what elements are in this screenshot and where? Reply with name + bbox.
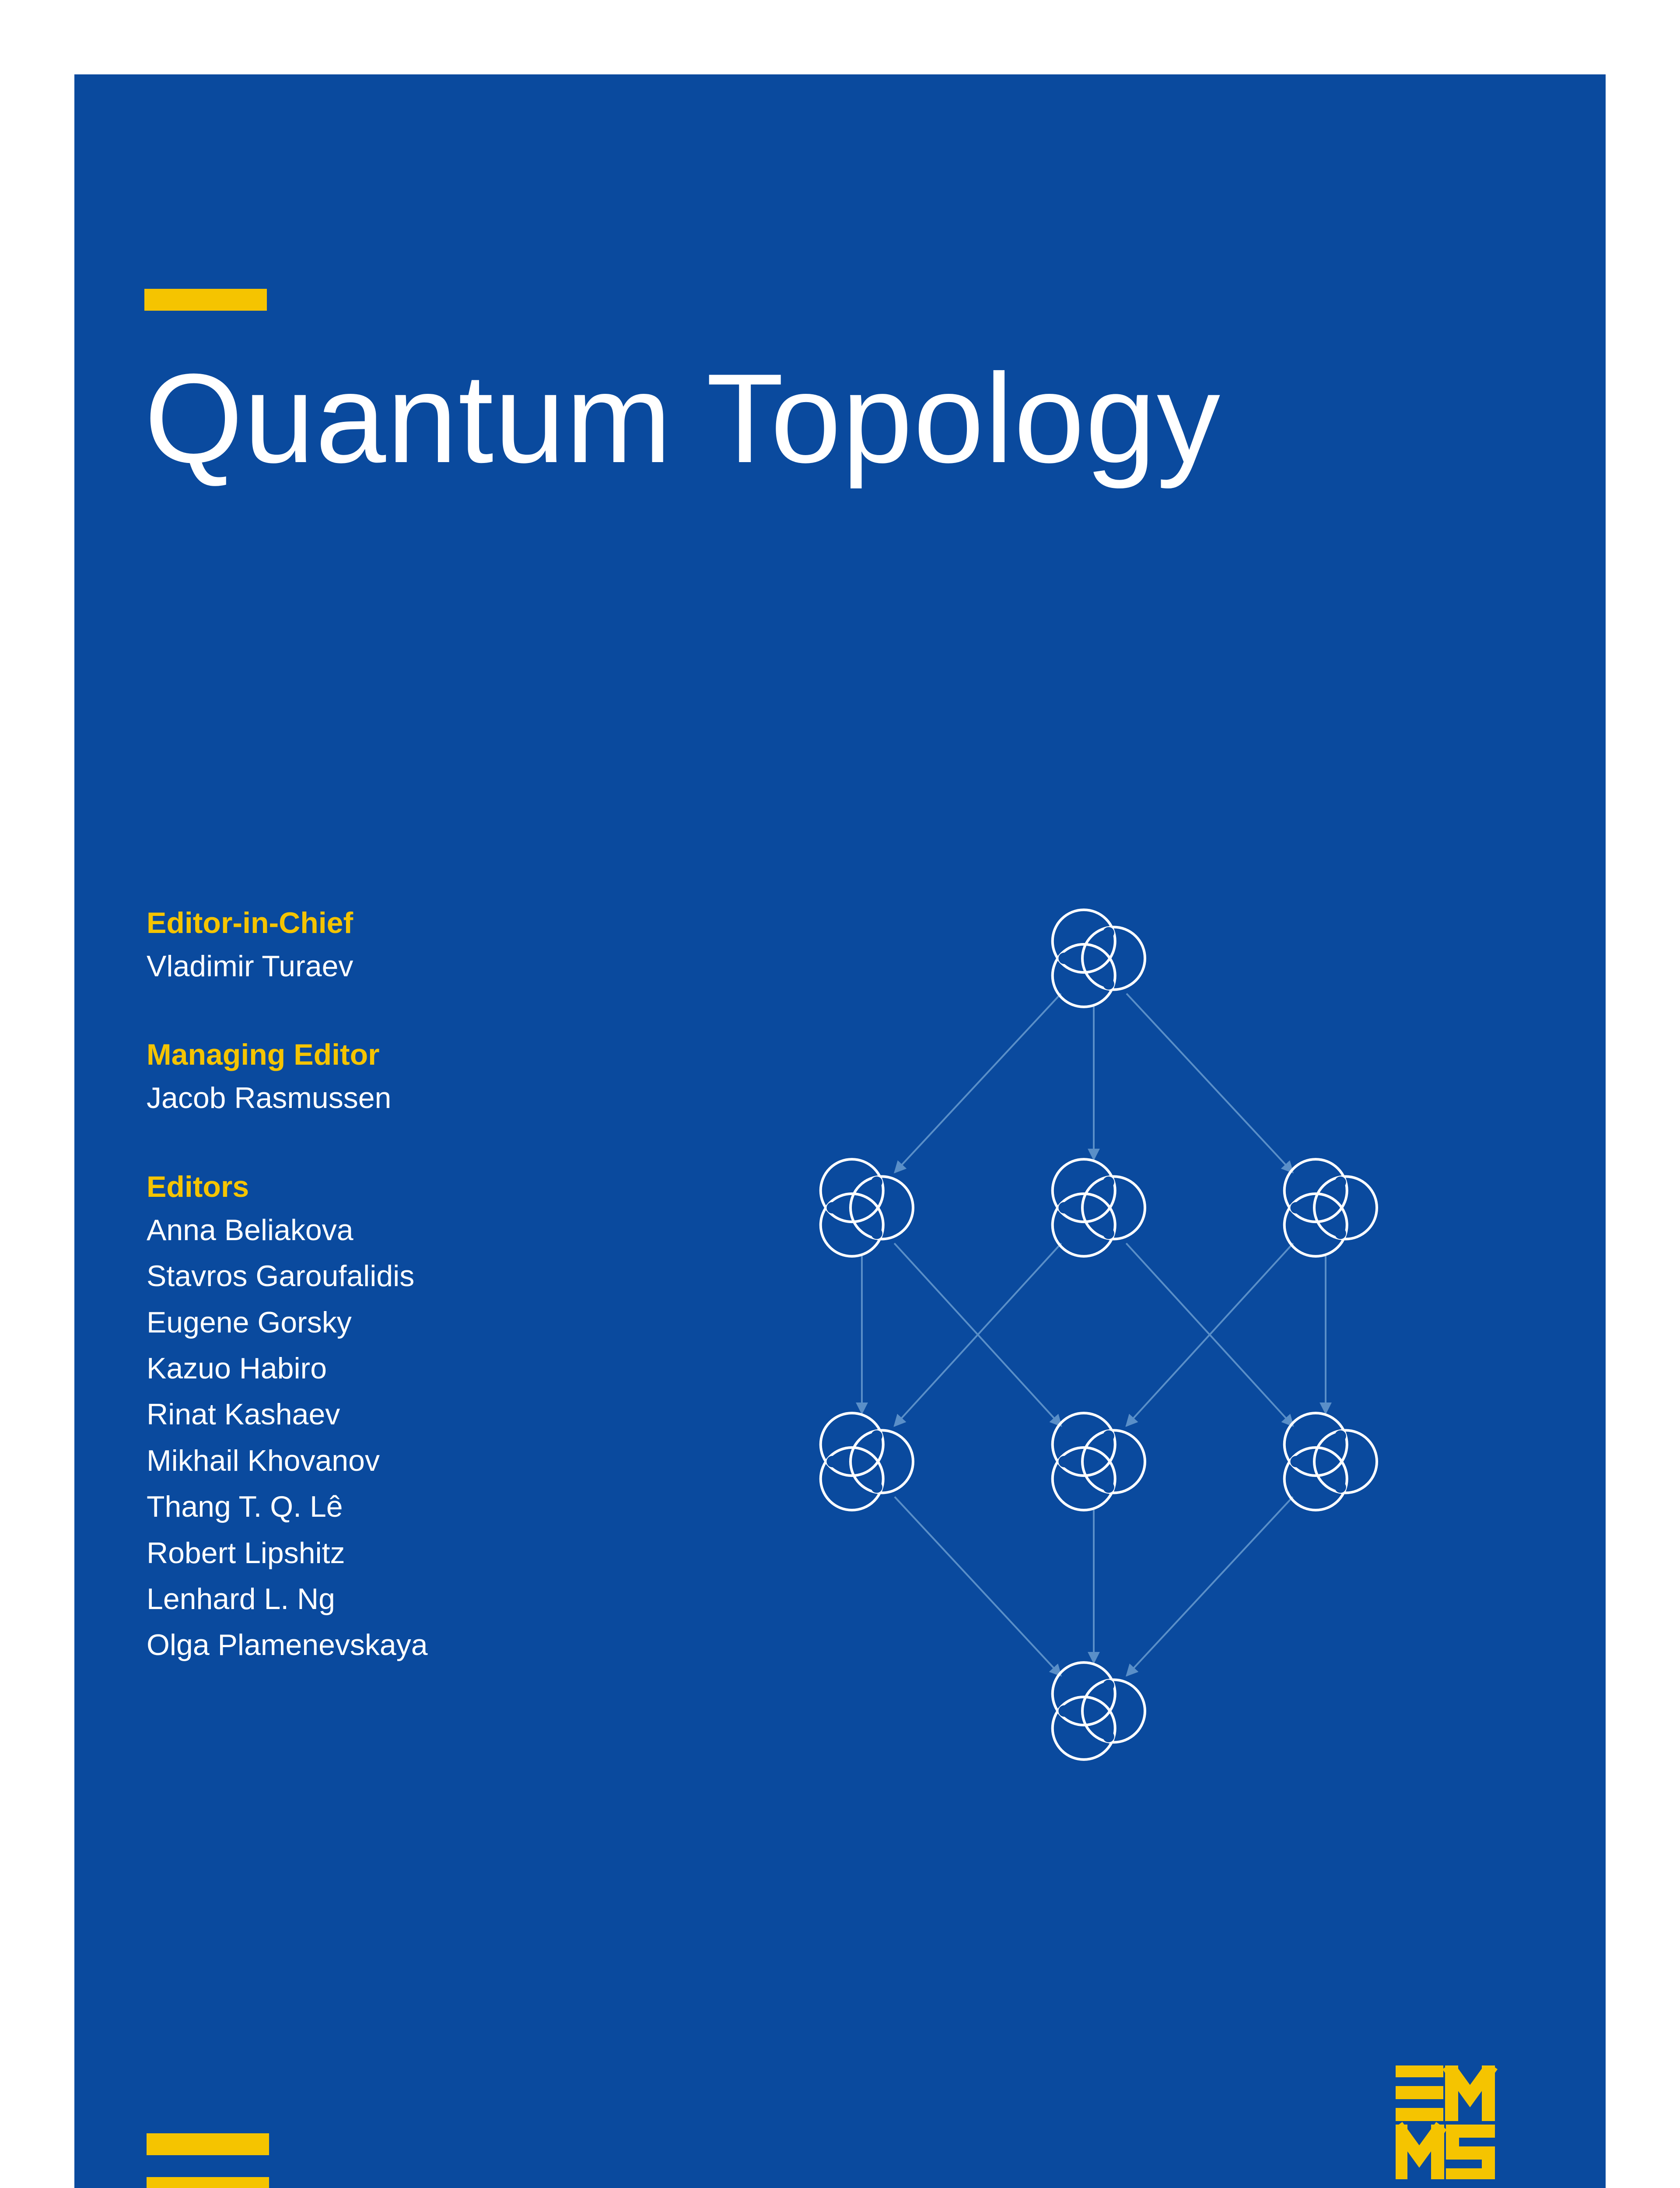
journal-title: Quantum Topology (144, 346, 1221, 491)
editor-name: Anna Beliakova (147, 1207, 428, 1253)
publisher-logo: PRESS (1340, 2065, 1531, 2188)
accent-bar-bottom-2 (147, 2177, 269, 2188)
editors-list: Anna BeliakovaStavros GaroufalidisEugene… (147, 1207, 428, 1669)
knot-diagram (678, 893, 1509, 1899)
cover-panel: Quantum Topology Editor-in-Chief Vladimi… (74, 74, 1606, 2188)
accent-bar-bottom-1 (147, 2133, 269, 2155)
accent-bars-bottom (147, 2133, 269, 2188)
ems-logo-icon (1396, 2065, 1531, 2179)
managing-editor-name: Jacob Rasmussen (147, 1075, 428, 1121)
accent-bar-top (144, 289, 267, 311)
managing-editor-label: Managing Editor (147, 1038, 428, 1072)
editorial-info: Editor-in-Chief Vladimir Turaev Managing… (147, 906, 428, 1669)
editor-name: Olga Plamenevskaya (147, 1622, 428, 1668)
editor-name: Eugene Gorsky (147, 1300, 428, 1346)
editor-name: Stavros Garoufalidis (147, 1253, 428, 1299)
editors-block: Editors Anna BeliakovaStavros Garoufalid… (147, 1170, 428, 1669)
editor-name: Rinat Kashaev (147, 1392, 428, 1438)
editor-in-chief-label: Editor-in-Chief (147, 906, 428, 940)
editor-in-chief-block: Editor-in-Chief Vladimir Turaev (147, 906, 428, 989)
editor-in-chief-name: Vladimir Turaev (147, 943, 428, 989)
editor-name: Mikhail Khovanov (147, 1438, 428, 1484)
ems-glyphs (1340, 2065, 1531, 2179)
editor-name: Robert Lipshitz (147, 1530, 428, 1576)
editors-label: Editors (147, 1170, 428, 1204)
editor-name: Lenhard L. Ng (147, 1576, 428, 1622)
editor-name: Kazuo Habiro (147, 1346, 428, 1392)
editor-name: Thang T. Q. Lê (147, 1484, 428, 1530)
managing-editor-block: Managing Editor Jacob Rasmussen (147, 1038, 428, 1121)
